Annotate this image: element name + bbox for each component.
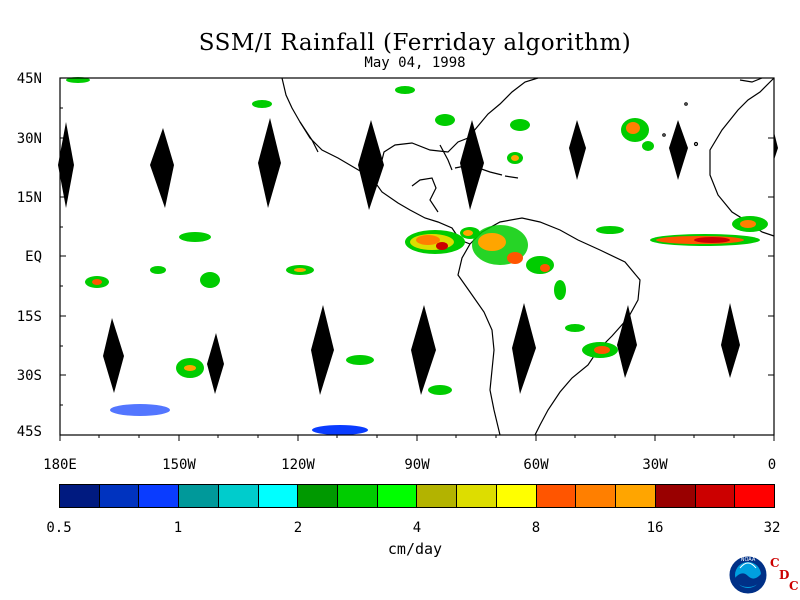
lon-label: 60W xyxy=(523,457,549,473)
colorbar-swatch xyxy=(258,485,299,507)
colorbar-tick-label: 4 xyxy=(412,520,422,536)
noaa-logo-text: NOAA xyxy=(741,557,756,563)
lon-label: 90W xyxy=(404,457,430,473)
colorbar-tick-label: 2 xyxy=(293,520,303,536)
swath-gap xyxy=(460,120,484,210)
swath-gap xyxy=(258,118,281,208)
colorbar-swatch xyxy=(298,485,339,507)
swath-gap xyxy=(311,305,334,395)
lat-label: 30N xyxy=(17,131,42,147)
rain-cluster-north-atlantic xyxy=(395,86,654,164)
rain-cluster-south-atlantic xyxy=(565,324,618,358)
colorbar-swatch xyxy=(576,485,617,507)
colorbar-swatch xyxy=(338,485,378,507)
swath-gap xyxy=(569,120,586,180)
cdc-logo-letter: D xyxy=(779,568,790,582)
colorbar-swatch xyxy=(655,485,696,507)
longitude-labels: 180E 150W 120W 90W 60W 30W 0 xyxy=(43,457,776,473)
lon-label: 30W xyxy=(642,457,668,473)
swath-gap xyxy=(358,120,384,210)
colorbar-swatch xyxy=(695,485,736,507)
swath-gap xyxy=(617,305,637,378)
colorbar-swatch xyxy=(536,485,577,507)
lon-label: 150W xyxy=(162,457,196,473)
colorbar-swatch xyxy=(218,485,259,507)
colorbar-tick-label: 8 xyxy=(531,520,541,536)
colorbar-tick-label: 0.5 xyxy=(46,520,72,536)
lat-label: 45S xyxy=(17,424,42,440)
colorbar-swatch xyxy=(99,485,140,507)
rain-cluster-central-pacific xyxy=(66,77,452,435)
swath-gap xyxy=(207,333,224,394)
colorbar-swatch xyxy=(616,485,656,507)
lat-ticks xyxy=(60,77,774,436)
colorbar-tick-label: 1 xyxy=(173,520,183,536)
lon-ticks xyxy=(59,435,775,441)
cdc-logo-letter: C xyxy=(789,579,799,593)
colorbar-swatch xyxy=(377,485,418,507)
map-plot-area xyxy=(58,77,778,441)
noaa-logo: NOAA xyxy=(728,555,768,595)
map-title: SSM/I Rainfall (Ferriday algorithm) xyxy=(198,30,632,56)
swath-gap xyxy=(512,303,536,394)
lon-label: 180E xyxy=(43,457,77,473)
swath-gap xyxy=(774,132,778,160)
swath-gap xyxy=(411,305,436,395)
rain-cluster-atlantic-itcz xyxy=(596,216,768,246)
colorbar-swatch xyxy=(179,485,219,507)
lat-label: 15N xyxy=(17,190,42,206)
rainfall-patches xyxy=(66,77,768,435)
missing-data-swaths xyxy=(58,118,778,395)
swath-gap xyxy=(150,128,174,208)
lat-label: 30S xyxy=(17,368,42,384)
rain-cluster-east-pacific xyxy=(405,227,480,254)
lat-label: 15S xyxy=(17,309,42,325)
map-date: May 04, 1998 xyxy=(364,55,466,71)
swath-gap xyxy=(58,122,74,208)
colorbar-unit-label: cm/day xyxy=(387,540,443,558)
lon-label: 120W xyxy=(281,457,315,473)
lat-label: 45N xyxy=(17,71,42,87)
colorbar-swatch xyxy=(735,485,774,507)
colorbar-swatch xyxy=(417,485,458,507)
colorbar-swatch xyxy=(60,485,100,507)
swath-gap xyxy=(721,303,740,378)
swath-gap xyxy=(103,318,124,393)
cdc-logo-letter: C xyxy=(770,556,780,570)
colorbar-swatch xyxy=(457,485,497,507)
rain-cluster-amazon xyxy=(472,225,566,300)
colorbar-tick-label: 16 xyxy=(646,520,664,536)
map-background xyxy=(60,78,774,435)
lat-label: EQ xyxy=(25,249,42,265)
colorbar-swatch xyxy=(139,485,180,507)
latitude-labels: 45N 30N 15N EQ 15S 30S 45S xyxy=(17,71,42,440)
swath-gap xyxy=(669,120,688,180)
colorbar-swatch xyxy=(496,485,537,507)
colorbar-tick-label: 32 xyxy=(763,520,781,536)
colorbar xyxy=(59,484,775,508)
lon-label: 0 xyxy=(768,457,776,473)
